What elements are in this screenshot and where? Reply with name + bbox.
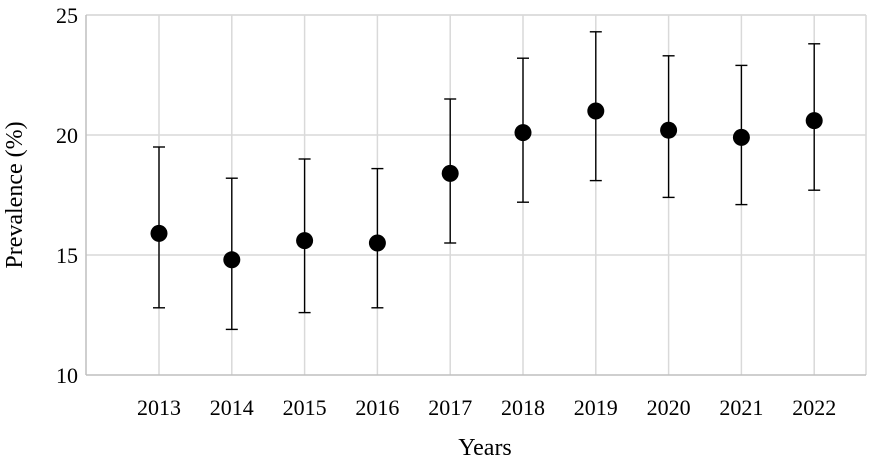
data-point	[805, 112, 823, 130]
y-tick-labels: 10 15 20 25	[56, 3, 78, 388]
x-tick-label: 2014	[210, 395, 254, 420]
data-point	[514, 124, 532, 142]
y-axis-title: Prevalence (%)	[2, 121, 28, 268]
x-tick-label: 2019	[574, 395, 618, 420]
x-tick-labels: 2013 2014 2015 2016 2017 2018 2019 2020 2021 2022	[137, 395, 836, 420]
y-tick-label: 25	[56, 3, 78, 28]
x-axis-title: Years	[458, 435, 512, 461]
data-point	[368, 234, 386, 252]
error-bars	[153, 31, 821, 331]
x-tick-label: 2018	[501, 395, 545, 420]
x-tick-label: 2020	[647, 395, 691, 420]
data-point	[441, 164, 459, 182]
grid	[86, 14, 867, 375]
data-point	[660, 121, 678, 139]
data-points	[150, 102, 823, 269]
data-point	[150, 224, 168, 242]
y-tick-label: 20	[56, 123, 78, 148]
x-tick-label: 2016	[355, 395, 399, 420]
x-tick-label: 2021	[719, 395, 763, 420]
y-tick-label: 10	[56, 363, 78, 388]
axes	[85, 15, 866, 376]
data-point	[223, 251, 241, 269]
x-tick-label: 2017	[428, 395, 472, 420]
x-tick-label: 2015	[283, 395, 327, 420]
data-point	[296, 232, 314, 250]
x-tick-label: 2022	[792, 395, 836, 420]
y-tick-label: 15	[56, 243, 78, 268]
data-point	[732, 128, 750, 146]
data-point	[587, 102, 605, 120]
x-tick-label: 2013	[137, 395, 181, 420]
